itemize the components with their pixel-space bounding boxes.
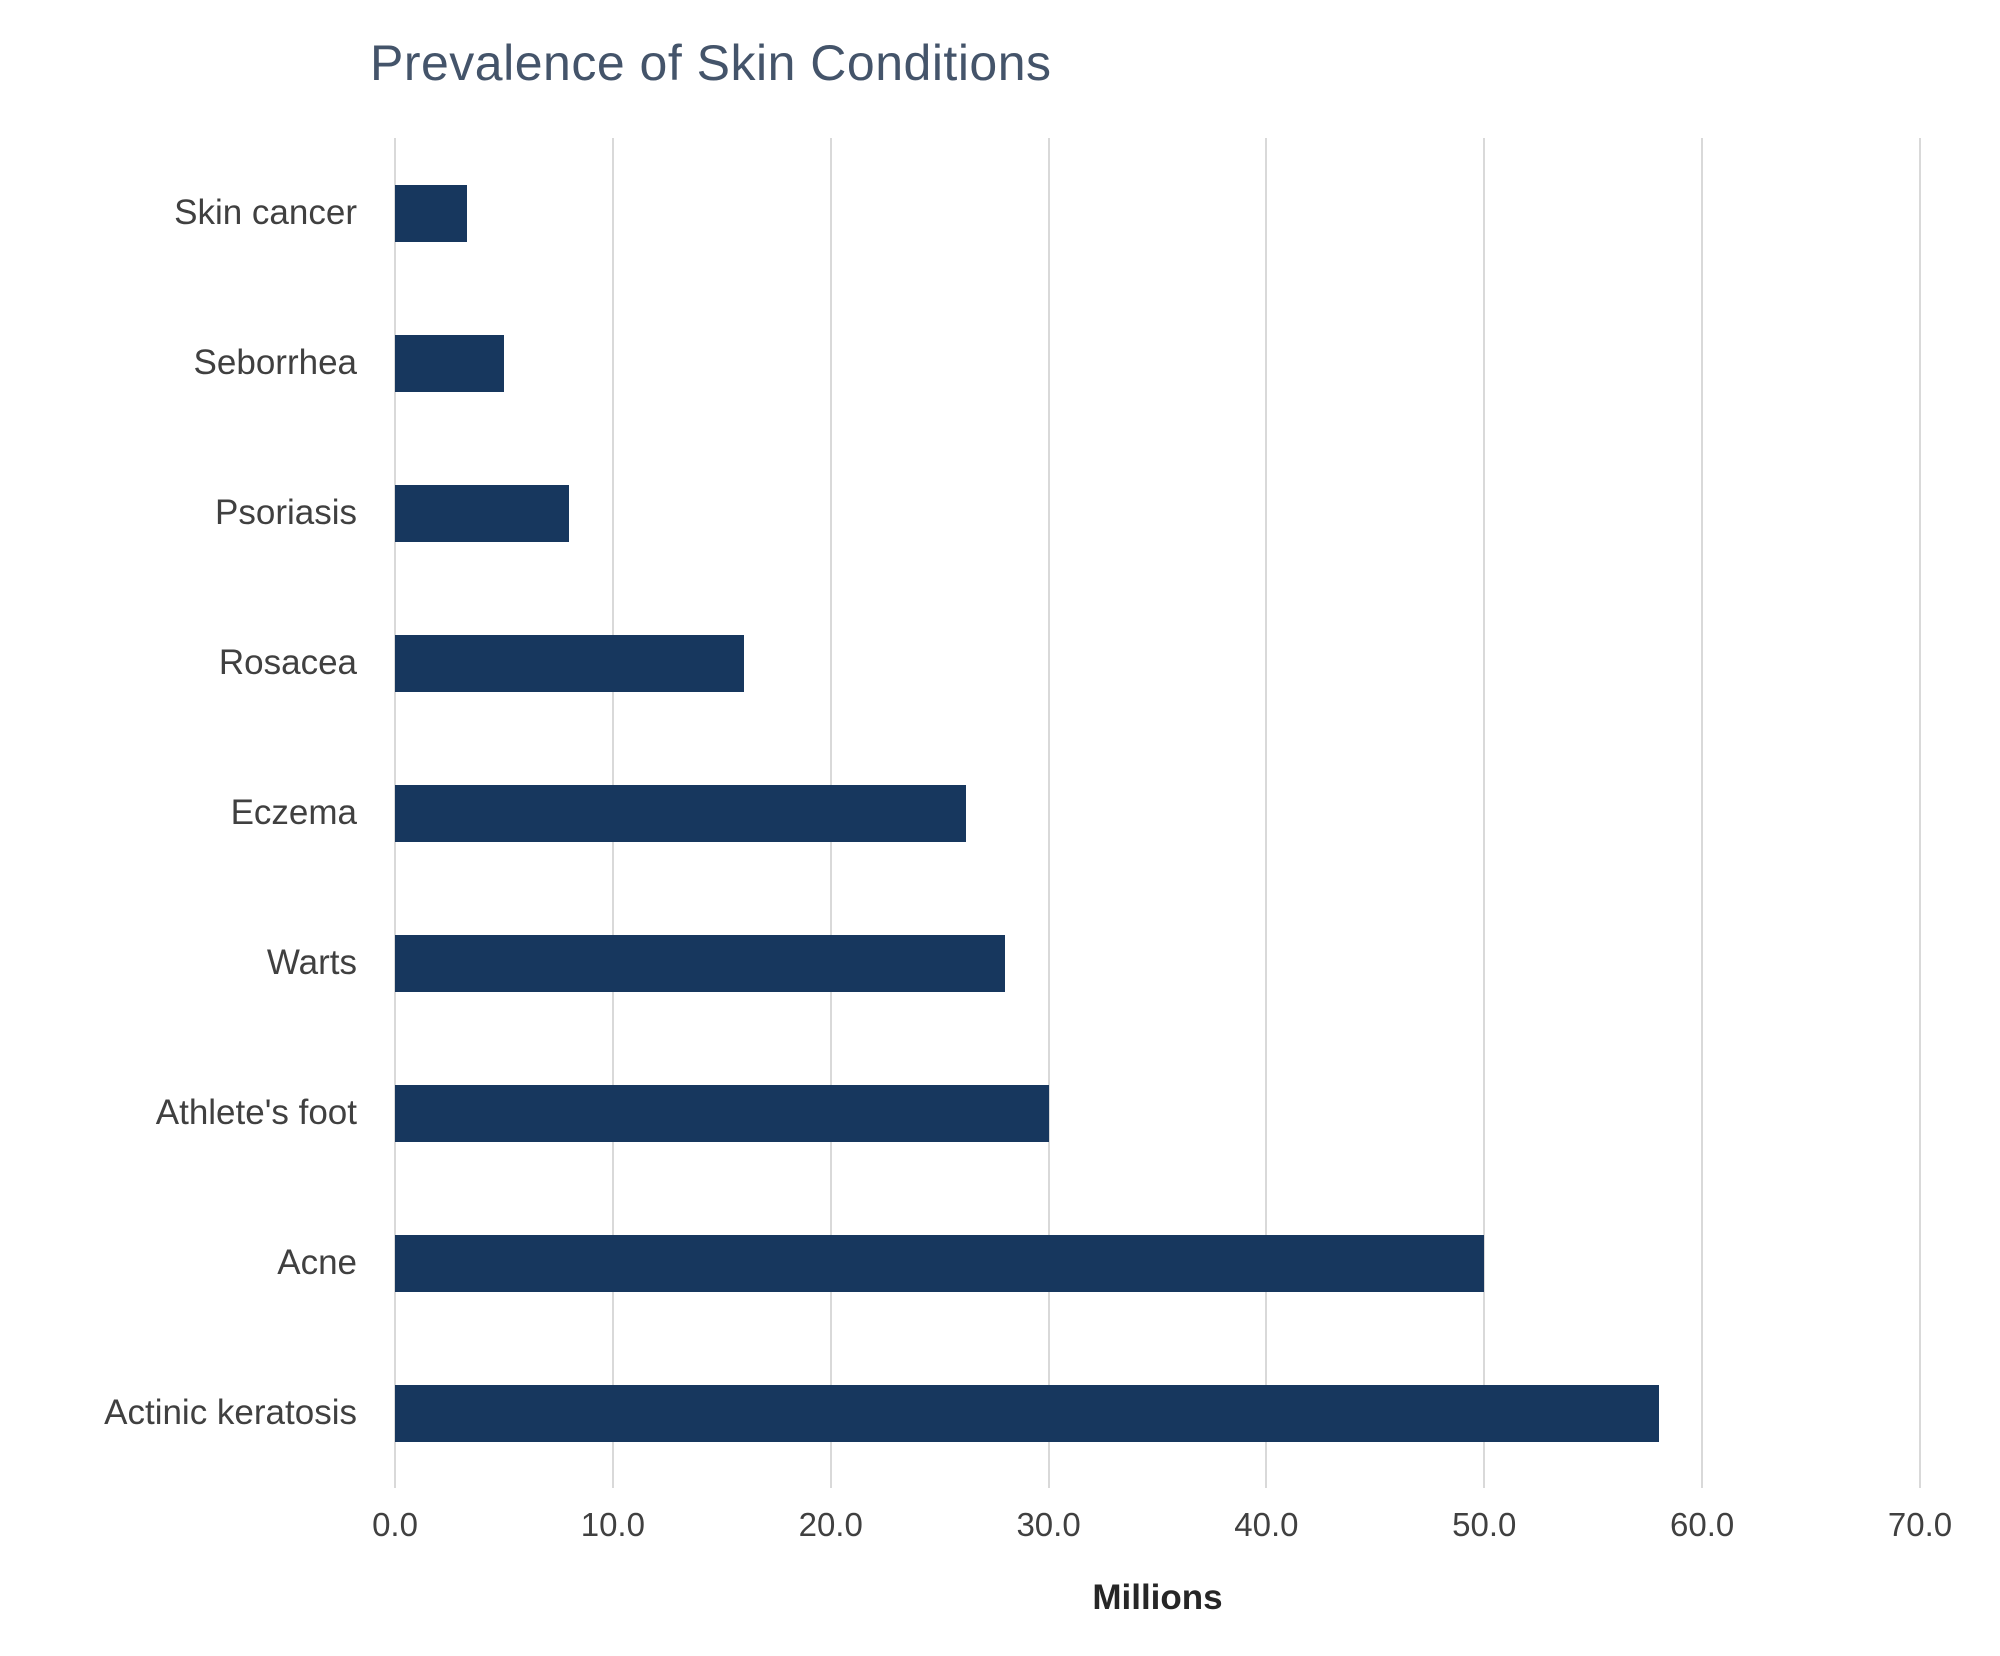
x-tick-label: 40.0: [1234, 1506, 1299, 1543]
bar-row: Athlete's foot: [156, 1038, 1920, 1188]
category-label: Skin cancer: [174, 193, 357, 232]
bar: [395, 784, 966, 842]
bar-row: Eczema: [231, 738, 1920, 888]
x-tick-label: 60.0: [1670, 1506, 1735, 1543]
plot-area: Skin cancer Seborrhea Psoriasis Rosacea Ecze…: [104, 138, 1921, 1488]
x-tick-label: 20.0: [798, 1506, 863, 1543]
bar: [395, 184, 467, 242]
gridline: [1483, 138, 1486, 1488]
category-label: Psoriasis: [215, 493, 357, 532]
gridline: [1919, 138, 1921, 1488]
x-tick-label: 0.0: [372, 1506, 418, 1543]
bar-row: Seborrhea: [194, 288, 1920, 438]
bar: [395, 334, 504, 392]
bar: [395, 634, 744, 692]
bar: [395, 1084, 1049, 1142]
x-tick-label: 70.0: [1887, 1506, 1953, 1543]
chart-title: Prevalence of Skin Conditions: [370, 35, 1052, 91]
x-axis-label: Millions: [1092, 1578, 1223, 1617]
x-tick-label: 10.0: [580, 1506, 645, 1543]
category-label: Seborrhea: [193, 343, 357, 382]
bar: [395, 934, 1005, 992]
gridline: [1265, 138, 1268, 1488]
x-axis: 0.0 10.0 20.0 30.0 40.0 50.0 60.0 70.0: [372, 1506, 1952, 1556]
category-label: Rosacea: [218, 643, 357, 682]
bar-row: Actinic keratosis: [104, 1338, 1920, 1488]
bar-row: Acne: [277, 1188, 1920, 1338]
bar: [395, 1384, 1659, 1442]
bar: [395, 1234, 1485, 1292]
category-label: Acne: [277, 1243, 357, 1282]
bar-row: Psoriasis: [215, 438, 1920, 588]
category-label: Actinic keratosis: [104, 1393, 357, 1432]
gridline: [1047, 138, 1050, 1488]
category-label: Warts: [266, 943, 357, 982]
x-tick-label: 30.0: [1016, 1506, 1081, 1543]
x-tick-label: 50.0: [1452, 1506, 1517, 1543]
category-label: Eczema: [230, 793, 357, 832]
bar-row: Warts: [267, 888, 1920, 1038]
chart-page: Prevalence of Skin Conditions Skin cance…: [0, 34, 2000, 1656]
gridline: [1701, 138, 1704, 1488]
bar: [395, 484, 570, 542]
bar-row: Rosacea: [219, 588, 1920, 738]
bar-row: Skin cancer: [174, 138, 1920, 288]
category-label: Athlete's foot: [155, 1093, 357, 1132]
